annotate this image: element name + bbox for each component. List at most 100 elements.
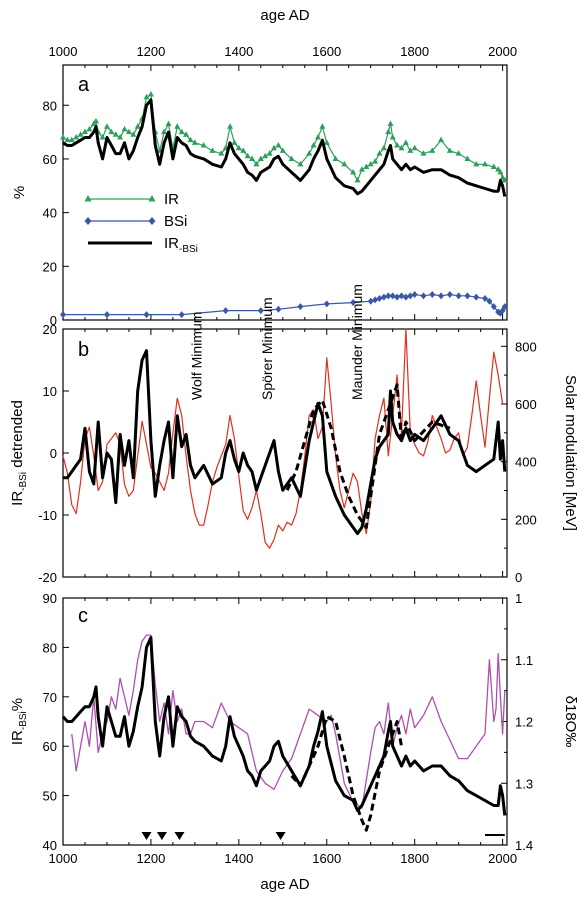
- series-bsi-marker: [398, 292, 405, 300]
- series-ir-marker: [218, 150, 225, 156]
- series-ir-marker: [266, 150, 273, 156]
- series-d18o-line: [71, 634, 506, 809]
- series-ir-marker: [253, 160, 260, 167]
- series-ir-marker: [68, 136, 75, 143]
- legend-marker: [148, 217, 156, 225]
- event-marker-triangle: [275, 832, 286, 840]
- series-ir-bsi-percent-line: [61, 636, 507, 816]
- series-ir-marker: [438, 136, 445, 143]
- series-bsi-marker: [407, 292, 414, 300]
- series-bsi-marker: [350, 299, 357, 307]
- x-tick-label: 1800: [400, 44, 429, 59]
- series-ir-marker: [288, 155, 295, 161]
- y-tick-label: 800: [515, 339, 537, 354]
- legend-marker: [84, 217, 92, 225]
- series-bsi-marker: [420, 292, 427, 300]
- panel-b-letter: b: [78, 339, 89, 361]
- series-bsi-marker: [143, 311, 150, 319]
- series-bsi-marker: [389, 292, 396, 300]
- series-ir-marker: [387, 120, 394, 127]
- series-bsi-marker: [501, 303, 508, 311]
- event-marker-triangle: [141, 832, 152, 840]
- x-tick-label: 1400: [224, 44, 253, 59]
- series-ir-marker: [209, 147, 216, 153]
- series-ir-marker: [411, 144, 418, 151]
- series-ir-marker: [60, 133, 66, 140]
- y-tick-label: -10: [38, 508, 57, 523]
- series-bsi-marker: [376, 295, 383, 303]
- series-bsi-marker: [438, 292, 445, 300]
- series-ir-marker: [319, 123, 326, 129]
- y-tick-label: 400: [515, 455, 537, 470]
- y-tick-label: 20: [43, 322, 57, 337]
- series-ir-marker: [249, 155, 256, 161]
- series-ir-marker: [380, 144, 387, 151]
- legend-marker: [148, 195, 156, 202]
- legend-label: IR: [164, 191, 179, 208]
- series-ir-marker: [99, 133, 106, 140]
- series-ir-marker: [376, 150, 383, 156]
- series-bsi-marker: [446, 291, 453, 298]
- series-bsi-marker: [385, 292, 392, 300]
- y-tick-label: 1: [515, 591, 522, 606]
- series-bsi-marker: [473, 293, 480, 301]
- series-ir-marker: [244, 152, 251, 159]
- series-ir-marker: [332, 155, 339, 161]
- x-tick-label: 1600: [312, 851, 341, 866]
- series-ir-marker: [314, 133, 321, 140]
- series-ir-marker: [271, 144, 278, 151]
- series-bsi-marker: [402, 293, 409, 301]
- y-tick-label: 90: [43, 591, 57, 606]
- series-ir-bsi-line: [62, 98, 507, 197]
- x-tick-label: 1200: [136, 851, 165, 866]
- legend-label: BSi: [164, 213, 187, 230]
- series-ir-marker: [358, 166, 365, 172]
- series-ir-marker: [108, 128, 115, 135]
- series-ir-marker: [367, 160, 374, 167]
- series-ir-marker: [147, 91, 154, 97]
- bottom-axis-title: age AD: [260, 876, 309, 893]
- series-ir-marker: [235, 144, 242, 151]
- series-ir-marker: [117, 133, 124, 140]
- y-tick-label: 0: [515, 570, 522, 585]
- series-ir-marker: [354, 176, 361, 183]
- x-tick-label: 2000: [488, 851, 517, 866]
- annotation-minimum-label: Maunder Minimum: [349, 284, 365, 400]
- series-ir-marker: [402, 139, 409, 145]
- x-tick-label: 1400: [224, 851, 253, 866]
- series-ir-marker: [86, 125, 93, 132]
- series-ir-marker: [191, 139, 198, 145]
- series-ir-marker: [363, 163, 370, 169]
- series-bsi-marker: [178, 311, 185, 319]
- series-bsi-marker: [482, 295, 489, 303]
- series-ir-marker: [183, 131, 190, 137]
- series-ir-marker: [262, 152, 269, 159]
- series-bsi-marker: [486, 297, 493, 305]
- y-tick-label: 1.3: [515, 776, 533, 791]
- series-bsi-marker: [103, 311, 110, 319]
- series-bsi-marker: [411, 291, 418, 298]
- series-ir-marker: [240, 147, 247, 153]
- series-ir-marker: [227, 123, 234, 129]
- series-bsi-marker: [323, 300, 330, 308]
- x-tick-label: 1000: [49, 44, 78, 59]
- series-bsi-marker: [372, 296, 379, 304]
- series-ir-marker: [279, 147, 286, 153]
- series-ir-marker: [297, 160, 304, 167]
- series-ir-bsi-detrended-dashed-line: [285, 383, 451, 529]
- panel-b-ylabel-left: IR-BSi detrended: [9, 400, 29, 506]
- series-ir-marker: [350, 168, 357, 175]
- series-bsi-marker: [60, 311, 66, 319]
- series-ir-marker: [134, 123, 141, 129]
- series-ir-marker: [165, 120, 172, 127]
- series-ir-marker: [497, 168, 504, 175]
- series-bsi-marker: [394, 293, 401, 301]
- series-ir-marker: [257, 155, 264, 161]
- x-tick-label: 1000: [49, 851, 78, 866]
- series-ir-marker: [446, 147, 453, 153]
- series-bsi-marker: [275, 305, 282, 313]
- top-axis-title: age AD: [260, 7, 309, 24]
- series-ir-marker: [310, 142, 317, 148]
- y-tick-label: 10: [43, 384, 57, 399]
